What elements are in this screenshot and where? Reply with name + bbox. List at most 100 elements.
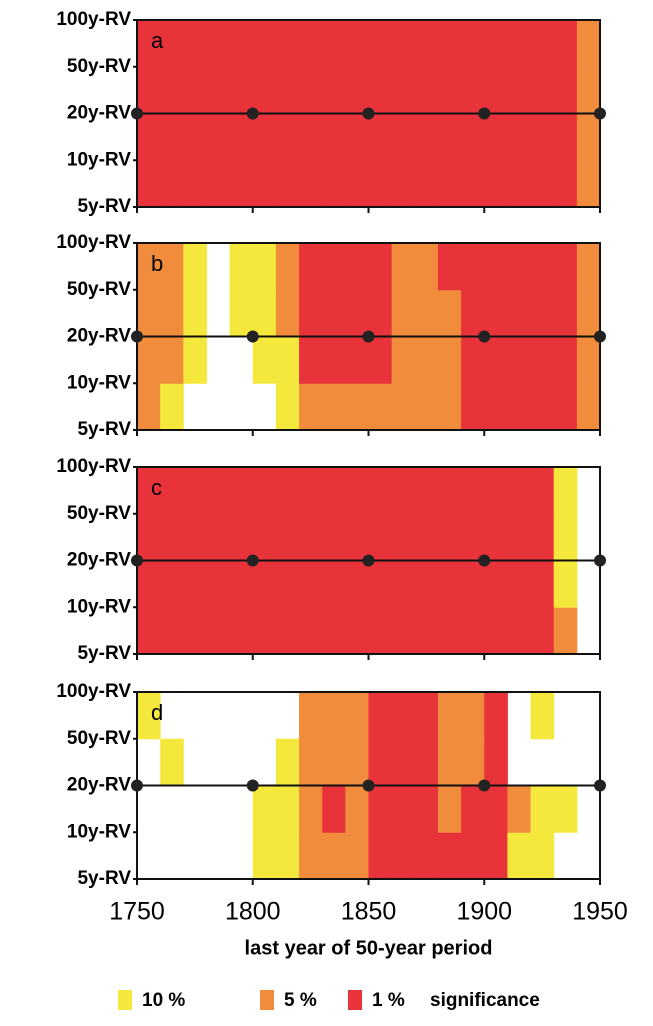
marker-dot xyxy=(594,107,606,120)
cell xyxy=(160,607,184,655)
marker-dot xyxy=(478,779,491,792)
cell xyxy=(299,289,323,337)
panel-label: b xyxy=(151,251,163,276)
cell xyxy=(391,66,416,114)
cell xyxy=(530,20,555,68)
cell xyxy=(437,243,462,291)
cell xyxy=(391,785,416,833)
cell xyxy=(437,383,462,431)
cell xyxy=(414,336,439,384)
cell xyxy=(229,467,254,515)
cell xyxy=(275,243,300,291)
cell xyxy=(484,832,508,880)
cell xyxy=(553,66,578,114)
cell xyxy=(507,607,532,655)
cell xyxy=(252,289,277,337)
cell xyxy=(137,160,161,208)
cell xyxy=(507,243,532,291)
cell xyxy=(368,20,393,68)
cell xyxy=(160,560,184,608)
cell xyxy=(275,66,300,114)
cell xyxy=(414,560,439,608)
cell xyxy=(414,467,439,515)
cell xyxy=(437,467,462,515)
cell xyxy=(137,66,161,114)
cell xyxy=(507,160,532,208)
cell xyxy=(484,785,508,833)
cell xyxy=(414,692,439,740)
marker-dot xyxy=(594,779,606,792)
cell xyxy=(160,738,184,786)
cell xyxy=(183,336,207,384)
cell xyxy=(437,289,462,337)
cell xyxy=(206,467,231,515)
y-tick-label: 100y-RV xyxy=(56,681,131,702)
cell xyxy=(275,20,300,68)
cell xyxy=(530,513,555,561)
panel-label: c xyxy=(151,475,162,500)
cell xyxy=(345,289,369,337)
cell xyxy=(391,738,416,786)
cell xyxy=(252,336,277,384)
cell xyxy=(437,336,462,384)
cell xyxy=(530,832,555,880)
y-tick-label: 10y-RV xyxy=(67,372,131,393)
cell xyxy=(183,113,207,161)
cell xyxy=(368,738,393,786)
cell xyxy=(484,607,508,655)
cell xyxy=(368,467,393,515)
cell xyxy=(576,383,601,431)
cell xyxy=(252,607,277,655)
cell xyxy=(137,692,161,740)
cell xyxy=(299,66,323,114)
cell xyxy=(275,160,300,208)
cell xyxy=(229,607,254,655)
cell xyxy=(345,467,369,515)
cell xyxy=(553,513,578,561)
cell xyxy=(299,336,323,384)
cell xyxy=(368,383,393,431)
y-tick-label: 10y-RV xyxy=(67,596,131,617)
cell xyxy=(530,692,555,740)
y-tick-label: 5y-RV xyxy=(77,643,131,664)
cell xyxy=(322,20,346,68)
cell xyxy=(484,560,508,608)
cell xyxy=(437,607,462,655)
cell xyxy=(530,607,555,655)
cell xyxy=(553,336,578,384)
legend-label: 5 % xyxy=(284,990,317,1011)
cell xyxy=(437,560,462,608)
cell xyxy=(252,20,277,68)
cell xyxy=(461,832,485,880)
cell xyxy=(345,113,369,161)
cell xyxy=(437,692,462,740)
cell xyxy=(137,20,161,68)
cell xyxy=(461,289,485,337)
cell xyxy=(322,66,346,114)
cell xyxy=(576,243,601,291)
cell xyxy=(345,692,369,740)
cell xyxy=(299,467,323,515)
cell xyxy=(368,692,393,740)
cell xyxy=(137,467,161,515)
cell xyxy=(484,738,508,786)
cell xyxy=(322,560,346,608)
cell xyxy=(252,160,277,208)
y-tick-label: 5y-RV xyxy=(77,196,131,217)
cell xyxy=(275,607,300,655)
marker-dot xyxy=(478,330,491,343)
cell xyxy=(484,513,508,561)
cell xyxy=(484,113,508,161)
cell xyxy=(368,560,393,608)
marker-dot xyxy=(362,779,375,792)
y-tick-label: 10y-RV xyxy=(67,149,131,170)
cell xyxy=(183,20,207,68)
cell xyxy=(275,113,300,161)
cell xyxy=(507,832,532,880)
cell xyxy=(576,66,601,114)
cell xyxy=(553,113,578,161)
cell xyxy=(553,467,578,515)
cell xyxy=(553,607,578,655)
cell xyxy=(183,607,207,655)
cell xyxy=(368,160,393,208)
